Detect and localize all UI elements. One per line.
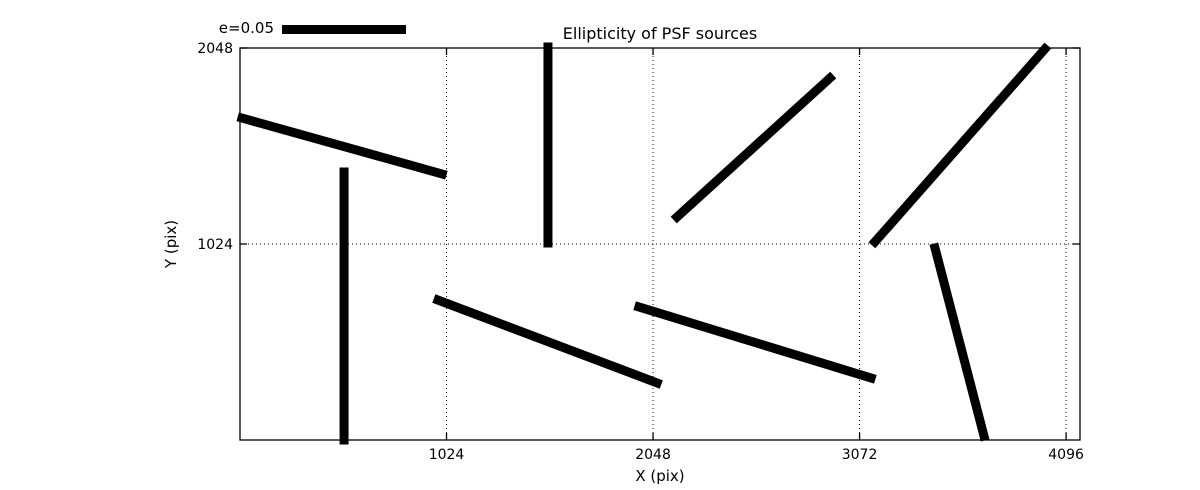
- tick-layer: [240, 47, 1080, 440]
- tick-label-layer: 1024 2048 3072 4096 1024 2048: [197, 41, 1084, 463]
- psf-ellipticity-stick: [236, 112, 448, 180]
- segment-layer: [236, 42, 1052, 445]
- legend-label: e=0.05: [219, 19, 274, 37]
- x-tick-label: 4096: [1048, 447, 1084, 463]
- y-axis-label: Y (pix): [162, 220, 180, 269]
- y-tick-label: 2048: [197, 41, 233, 57]
- x-tick-label: 2048: [635, 447, 671, 463]
- psf-ellipticity-stick: [868, 42, 1052, 249]
- psf-ellipticity-stick: [929, 242, 990, 442]
- x-tick-label: 1024: [429, 447, 465, 463]
- psf-ellipticity-stick: [432, 294, 663, 389]
- psf-ellipticity-stick: [633, 301, 877, 384]
- x-axis-label: X (pix): [635, 467, 684, 485]
- legend-scale-bar: [282, 25, 406, 34]
- y-tick-label: 1024: [197, 237, 233, 253]
- x-tick-label: 3072: [842, 447, 878, 463]
- psf-ellipticity-stick: [670, 71, 837, 224]
- plot-title: Ellipticity of PSF sources: [563, 24, 757, 43]
